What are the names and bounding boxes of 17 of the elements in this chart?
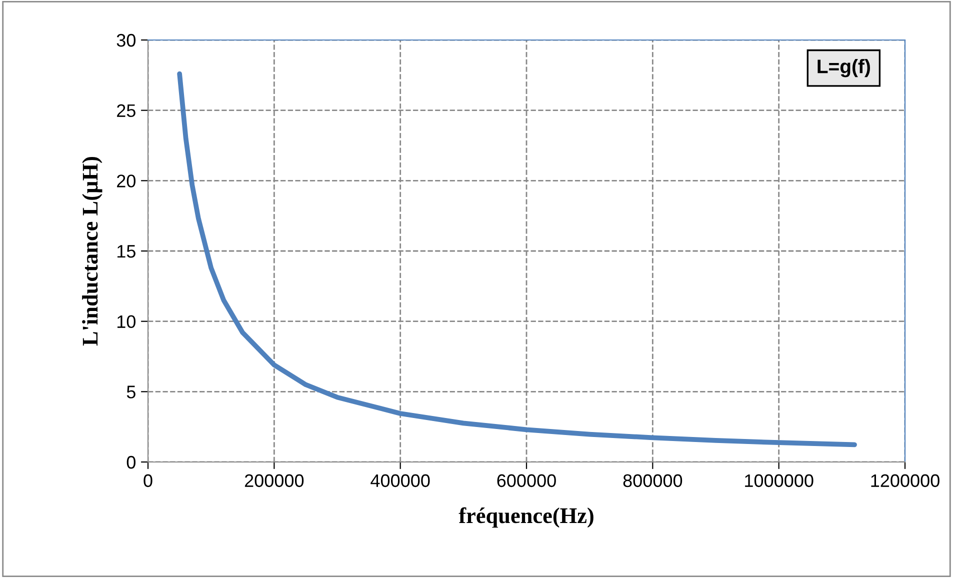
x-tick-label: 0: [144, 474, 152, 488]
x-tick-label: 200000: [244, 474, 304, 488]
y-tick-label: 30: [116, 34, 136, 47]
x-tick-label: 800000: [623, 474, 682, 488]
y-tick-label: 0: [126, 456, 136, 469]
annotation: L=g(f): [818, 58, 870, 78]
y-axis-title: L'inductance L(µH): [82, 156, 102, 346]
y-tick-label: 5: [126, 386, 136, 398]
x-tick-label: 400000: [370, 474, 430, 488]
y-tick-label: 10: [117, 315, 136, 328]
x-tick-label: 1200000: [871, 474, 940, 488]
x-tick-label: 1000000: [745, 474, 814, 488]
y-tick-label: 15: [117, 245, 136, 258]
x-axis-title: fréquence(Hz): [458, 507, 594, 528]
y-tick-label: 25: [117, 104, 136, 118]
y-tick-label: 20: [117, 174, 136, 188]
x-tick-label: 600000: [497, 474, 556, 488]
